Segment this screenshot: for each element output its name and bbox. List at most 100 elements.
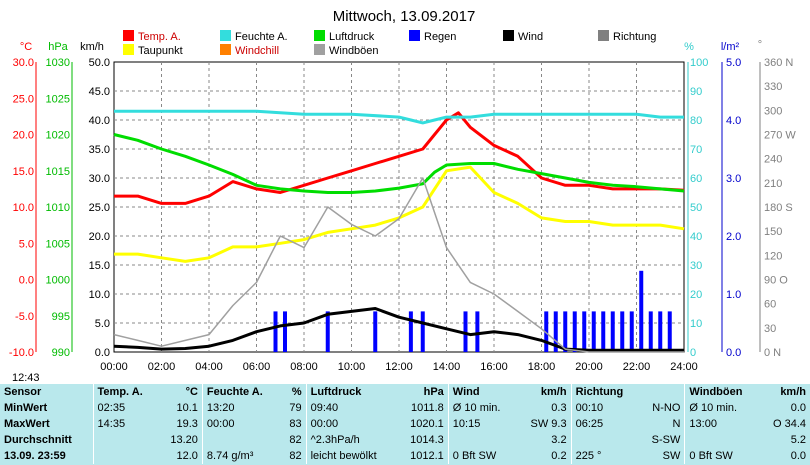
stats-row: Durchschnitt 13.20 82 ^2.3hPa/h 1014.3 3.2 S-S…	[0, 432, 810, 448]
x-tick-label: 22:00	[623, 361, 651, 373]
stats-cell: hPa	[423, 386, 444, 398]
stats-cell: 13:00	[684, 416, 760, 432]
stats-cell: 10.1	[176, 402, 198, 414]
stats-cell: 0.0	[790, 402, 806, 414]
temp-axis-unit: °C	[20, 41, 32, 53]
x-tick-label: 06:00	[243, 361, 271, 373]
rain-bar	[475, 311, 480, 352]
rain-bar	[283, 311, 287, 352]
legend-swatch	[503, 30, 514, 41]
direction-tick-label: 60	[764, 299, 776, 311]
wind-tick-label: 15.0	[89, 260, 110, 272]
stats-cell: 1014.3	[410, 434, 444, 446]
stats-cell	[447, 432, 517, 448]
pressure-tick-label: 1020	[46, 130, 70, 142]
stats-cell: %	[291, 386, 302, 398]
chart-title: Mittwoch, 13.09.2017	[333, 8, 476, 25]
direction-tick-label: 240	[764, 154, 782, 166]
stats-cell: MaxWert	[4, 418, 50, 430]
stats-cell: 1011.8	[410, 402, 444, 414]
rain-bar	[572, 311, 577, 352]
pressure-tick-label: 995	[52, 311, 70, 323]
temp-tick-label: 20.0	[13, 130, 34, 142]
series-line	[114, 111, 685, 205]
stats-cell: Feuchte A.	[201, 384, 281, 400]
stats-cell: 13:20	[201, 400, 281, 416]
rain-bar	[408, 311, 413, 352]
wind-tick-label: 20.0	[89, 231, 110, 243]
rain-bar	[553, 311, 558, 352]
temp-tick-label: 10.0	[13, 202, 34, 214]
direction-tick-label: 120	[764, 250, 782, 262]
legend-label: Luftdruck	[329, 31, 375, 43]
stats-cell: 09:40	[305, 400, 397, 416]
legend-item: Taupunkt	[123, 44, 183, 57]
direction-tick-label: 90 O	[764, 275, 788, 287]
x-tick-label: 16:00	[480, 361, 508, 373]
x-tick-label: 00:00	[100, 361, 128, 373]
wind-tick-label: 10.0	[89, 289, 110, 301]
time-marker-label: 12:43	[12, 372, 40, 384]
temp-tick-label: 15.0	[13, 166, 34, 178]
rain-bar	[658, 311, 663, 352]
humidity-tick-label: 0	[690, 347, 696, 359]
stats-row: MinWert 02:35 10.1 13:20 79 09:40 1011.8 Ø 10 m…	[0, 400, 810, 416]
humidity-axis-unit: %	[684, 41, 694, 53]
pressure-tick-label: 990	[52, 347, 70, 359]
pressure-tick-label: 1015	[46, 166, 70, 178]
x-tick-label: 08:00	[290, 361, 318, 373]
rain-bar	[582, 311, 587, 352]
stats-cell: 83	[289, 418, 302, 430]
stats-cell: O 34.4	[772, 418, 806, 430]
stats-cell: 0.3	[551, 402, 567, 414]
legend-item: Temp. A.	[123, 30, 181, 43]
x-tick-label: 12:00	[385, 361, 413, 373]
rain-tick-label: 5.0	[726, 57, 741, 69]
stats-cell: 225 °	[570, 448, 640, 464]
stats-cell: 13.20	[170, 434, 198, 446]
legend-label: Feuchte A.	[235, 31, 288, 43]
legend-item: Windböen	[314, 44, 379, 57]
wind-tick-label: 45.0	[89, 86, 110, 98]
series-line	[113, 133, 685, 194]
stats-row: 13.09. 23:59 12.0 8.74 g/m³ 82 leicht bewölk…	[0, 448, 810, 464]
stats-cell: 3.2	[551, 434, 567, 446]
x-tick-label: 24:00	[670, 361, 698, 373]
stats-cell: °C	[185, 386, 198, 398]
pressure-tick-label: 1030	[46, 57, 70, 69]
rain-tick-label: 0.0	[726, 347, 741, 359]
direction-axis-unit: °	[758, 39, 762, 51]
rain-bars	[273, 270, 672, 352]
stats-cell: 14:35	[92, 416, 159, 432]
legend-item: Feuchte A.	[220, 30, 288, 43]
rain-bar	[591, 311, 596, 352]
stats-cell: Temp. A.	[92, 384, 159, 400]
series-lines	[113, 109, 685, 353]
rain-bar	[373, 311, 378, 352]
stats-panel: Sensor Temp. A. °C Feuchte A.% Luftdruck hPa W…	[0, 384, 810, 465]
rain-tick-label: 2.0	[726, 231, 741, 243]
pressure-tick-label: 1000	[46, 275, 70, 287]
stats-cell: 12.0	[176, 450, 198, 462]
stats-cell	[684, 432, 760, 448]
humidity-tick-label: 90	[690, 86, 702, 98]
temp-tick-label: 30.0	[13, 57, 34, 69]
stats-cell: 00:00	[305, 416, 397, 432]
humidity-tick-label: 60	[690, 173, 702, 185]
series-line	[114, 109, 684, 125]
x-tick-label: 18:00	[528, 361, 556, 373]
stats-cell: 00:10	[570, 400, 640, 416]
stats-row: MaxWert 14:35 19.3 00:00 83 00:00 1020.1 10:15 S…	[0, 416, 810, 432]
stats-cell: 8.74 g/m³	[201, 448, 281, 464]
temp-tick-label: 25.0	[13, 93, 34, 105]
stats-cell: ^2.3hPa/h	[305, 432, 397, 448]
legend-swatch	[314, 44, 325, 55]
stats-cell: 1012.1	[410, 450, 444, 462]
temp-tick-label: 0.0	[19, 275, 34, 287]
stats-cell: Richtung	[570, 384, 640, 400]
stats-cell: 0 Bft SW	[684, 448, 760, 464]
direction-tick-label: 150	[764, 226, 782, 238]
wind-tick-label: 0.0	[95, 347, 110, 359]
x-tick-label: 04:00	[195, 361, 223, 373]
stats-cell: Luftdruck	[305, 384, 397, 400]
